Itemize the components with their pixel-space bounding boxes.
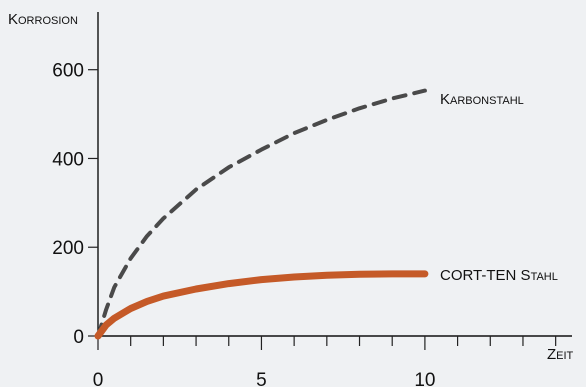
axes [97, 12, 572, 337]
ticks: 0 200 400 600 0 5 10 [52, 61, 557, 387]
x-tick-label-10: 10 [414, 370, 435, 387]
series-line-0 [96, 88, 427, 338]
x-tick-label-0: 0 [93, 370, 104, 387]
series-label-karbonstahl: Karbonstahl [440, 91, 524, 108]
x-axis-title: Zeit [547, 346, 574, 363]
labels: Korrosion Zeit Karbonstahl CORT-TEN Stah… [8, 11, 574, 363]
y-tick-label-0: 0 [73, 327, 84, 348]
y-tick-label-200: 200 [52, 238, 84, 259]
series-group [94, 88, 429, 340]
x-tick-label-5: 5 [256, 370, 267, 387]
series-label-cort-ten-stahl: CORT-TEN Stahl [440, 267, 558, 284]
y-axis-title: Korrosion [8, 11, 78, 28]
y-tick-label-600: 600 [52, 61, 84, 82]
y-tick-label-400: 400 [52, 149, 84, 170]
series-line-1 [94, 270, 429, 340]
